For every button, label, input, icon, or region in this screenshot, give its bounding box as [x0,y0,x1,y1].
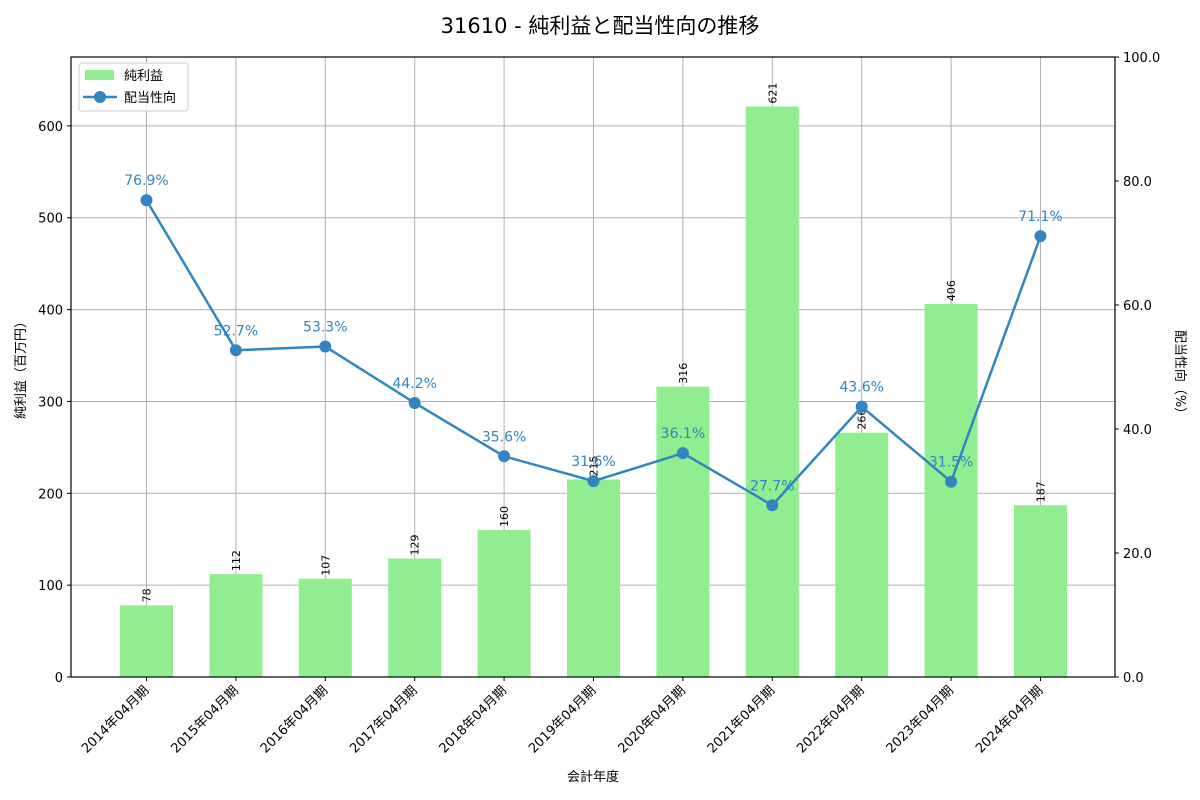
y2-tick-label: 60.0 [1123,299,1152,314]
line-value-label: 27.7% [750,478,794,494]
x-tick-label: 2020年04月期 [615,683,688,756]
bar-value-label: 129 [409,535,422,556]
bar [298,578,352,677]
line-value-label: 71.1% [1018,209,1062,225]
line-value-label: 52.7% [214,323,258,339]
x-tick-label: 2024年04月期 [973,683,1046,756]
y2-tick-label: 80.0 [1123,175,1152,190]
bar [924,304,978,677]
y-axis-label: 純利益（百万円） [14,315,29,419]
line-value-label: 31.5% [929,455,973,471]
line-marker [408,396,421,409]
x-axis-label: 会計年度 [567,769,619,785]
line-marker [945,475,958,488]
line-marker [676,447,689,460]
bar-value-label: 107 [319,555,332,576]
y-tick-label: 600 [38,120,63,135]
legend-bar-swatch [85,70,114,80]
line-value-label: 43.6% [839,380,883,396]
bar [120,605,173,677]
legend-line-label: 配当性向 [124,90,176,106]
chart-title: 31610 - 純利益と配当性向の推移 [441,14,760,38]
line-value-label: 36.1% [661,426,705,442]
x-tick-label: 2014年04月期 [79,683,152,756]
legend-bar-label: 純利益 [124,69,163,84]
y2-tick-label: 40.0 [1123,423,1152,438]
line-value-label: 31.6% [571,454,615,470]
bar-series [120,106,1067,678]
bar-value-label: 621 [766,83,779,104]
bar [388,558,442,677]
x-tick-label: 2018年04月期 [437,683,510,756]
x-tick-label: 2017年04月期 [347,683,420,756]
bar-value-label: 266 [856,409,869,430]
bar [1014,505,1067,677]
y-tick-label: 200 [38,487,63,502]
line-series: 76.9% 52.7% 53.3% 44.2% 35.6% 31.6% 36.1% 27.7%… [124,173,1063,512]
line-marker [319,340,332,353]
bar [567,479,620,677]
line-marker [766,499,779,512]
line-value-label: 44.2% [392,376,436,392]
bar [835,432,889,677]
bar [745,106,799,678]
y2-tick-label: 20.0 [1123,547,1152,562]
bar-value-label: 187 [1035,481,1048,502]
y2-axis-label: 配当性向（%） [1172,330,1188,420]
bar [656,386,710,677]
line-marker [855,400,868,413]
bar-value-label: 406 [945,280,958,301]
y2-tick-label: 0.0 [1123,671,1144,686]
bar-value-label: 78 [141,588,154,602]
x-tick-label: 2016年04月期 [258,683,331,756]
bar-value-labels: 78 112 107 129 160 215 316 621 266 406 187 [141,83,1048,603]
y2-tick-label: 100.0 [1123,51,1160,66]
bar [209,574,263,677]
x-tick-label: 2021年04月期 [705,683,778,756]
y-tick-label: 400 [38,304,63,319]
line-marker [587,475,600,488]
x-tick-label: 2019年04月期 [526,683,599,756]
x-tick-label: 2022年04月期 [794,683,867,756]
line-value-label: 35.6% [482,429,526,445]
line-marker [1034,230,1047,243]
line-marker [498,450,511,463]
line-value-label: 53.3% [303,320,347,336]
legend-marker-icon [94,91,106,103]
y-tick-label: 0 [55,671,63,686]
x-tick-label: 2015年04月期 [168,683,241,756]
y-tick-label: 500 [38,212,63,227]
line-marker [229,344,242,357]
line-value-label: 76.9% [124,173,168,189]
bar-value-label: 215 [588,456,601,477]
bar-value-label: 316 [677,363,690,384]
line-marker [140,194,153,207]
legend: 純利益 配当性向 [78,62,189,112]
bar-value-label: 112 [230,550,243,571]
bar [477,530,531,677]
y-tick-label: 300 [38,395,63,410]
bar-value-label: 160 [498,506,511,527]
x-tick-label: 2023年04月期 [884,683,957,756]
y-tick-label: 100 [38,579,63,594]
